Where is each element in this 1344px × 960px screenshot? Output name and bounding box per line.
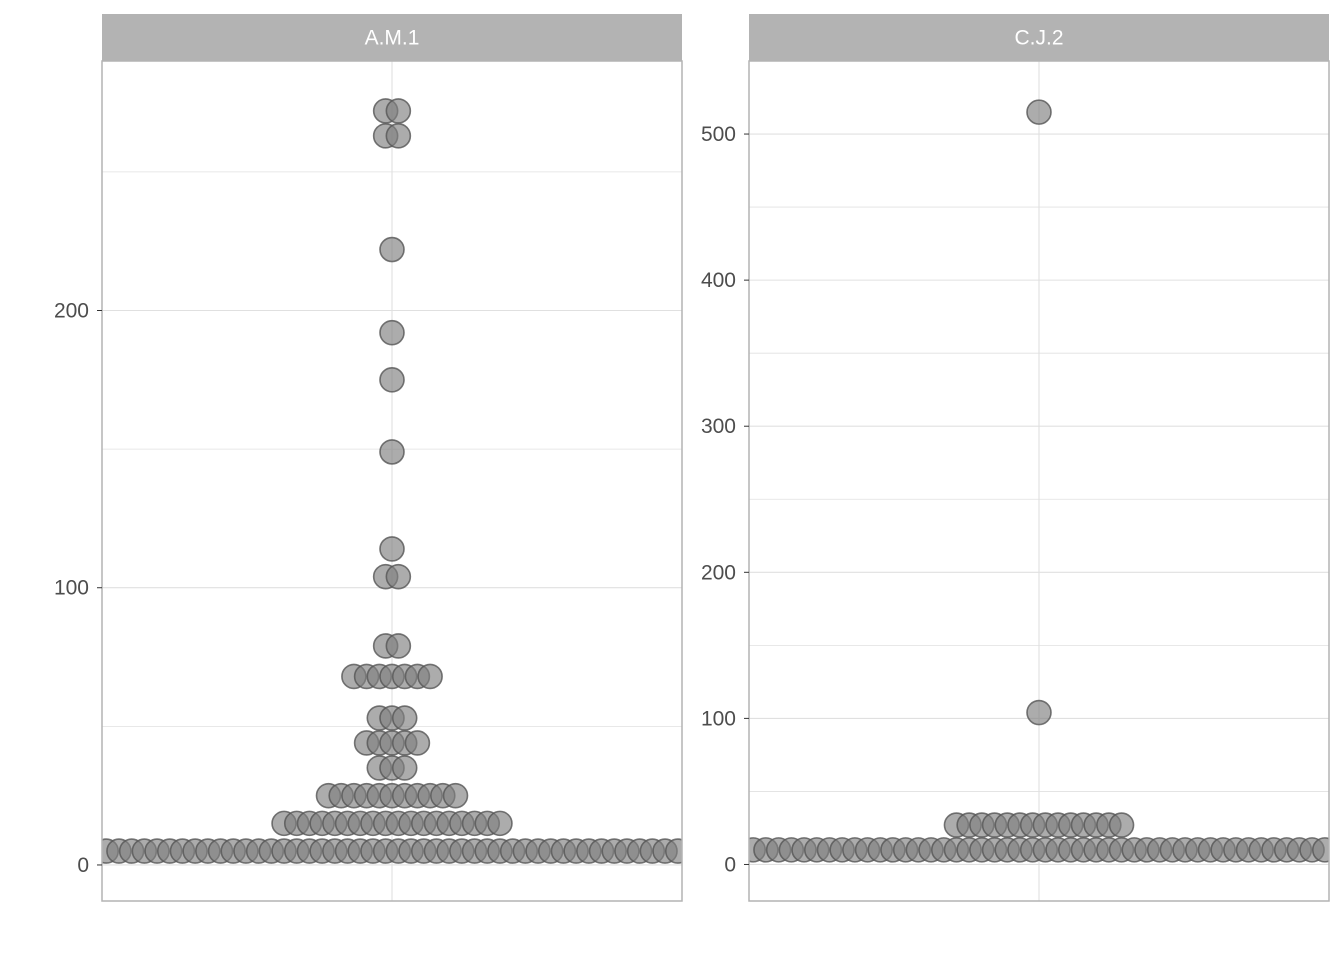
dot: [391, 755, 418, 781]
y-tick-label: 400: [701, 269, 736, 292]
dot: [379, 319, 405, 346]
y-tick-label: 0: [77, 854, 89, 877]
dot: [1026, 699, 1052, 726]
y-tick-label: 300: [701, 415, 736, 438]
dot: [379, 439, 405, 465]
y-axis-ticks: 0 100 200: [54, 300, 102, 877]
y-axis-ticks: 0 100 200 300 400 500: [701, 123, 749, 876]
dots: [102, 98, 682, 864]
dot: [385, 563, 412, 590]
dot: [442, 782, 469, 809]
facet-strip: [749, 14, 1329, 61]
y-tick-label: 0: [724, 853, 736, 876]
y-tick-label: 100: [54, 577, 89, 600]
y-tick-label: 500: [701, 123, 736, 146]
dot: [385, 633, 412, 659]
dot: [1108, 812, 1135, 838]
dot: [1311, 837, 1329, 863]
y-tick-label: 200: [701, 561, 736, 584]
dot: [385, 123, 412, 149]
dot: [664, 838, 682, 864]
dot: [379, 367, 405, 393]
facet-title: C.J.2: [1014, 27, 1063, 50]
dot: [379, 236, 405, 263]
panel-2: C.J.2 0 100 200 300 400 500: [701, 14, 1330, 902]
dot: [391, 705, 418, 731]
dot: [417, 663, 443, 690]
y-tick-label: 200: [54, 300, 89, 323]
y-tick-label: 100: [701, 707, 736, 730]
dot: [1026, 99, 1052, 125]
gridlines: [749, 61, 1329, 901]
facet-title: A.M.1: [365, 27, 420, 50]
dot: [385, 98, 412, 124]
facet-strip: [102, 14, 682, 61]
dot: [487, 810, 513, 837]
dot: [379, 536, 405, 562]
panel-1: A.M.1 0 100 200: [54, 14, 683, 902]
dots: [749, 99, 1329, 863]
dot: [404, 730, 431, 756]
